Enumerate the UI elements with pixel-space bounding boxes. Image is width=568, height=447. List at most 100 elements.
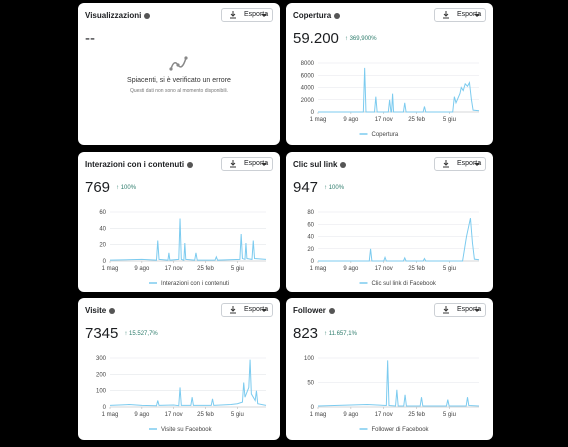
data-line: [318, 218, 480, 262]
y-tick-label: 8000: [301, 61, 315, 67]
legend-label: Copertura: [372, 132, 399, 138]
metric-card: Visualizzazioni Esporta -- Spiacenti, si è …: [78, 3, 280, 145]
change-text: 100%: [120, 185, 137, 191]
x-tick-label: 5 giu: [443, 117, 456, 123]
metric-value: 7345: [85, 325, 119, 342]
x-tick-label: 17 nov: [375, 412, 393, 418]
export-button[interactable]: Esporta: [221, 303, 273, 317]
y-tick-label: 300: [96, 356, 107, 362]
error-dot: [176, 63, 180, 67]
download-icon: [230, 11, 236, 19]
x-tick-label: 5 giu: [231, 412, 244, 418]
x-tick-label: 25 feb: [408, 117, 425, 123]
x-tick-label: 25 feb: [408, 266, 425, 272]
y-tick-label: 40: [307, 235, 314, 241]
export-label: Esporta: [457, 160, 482, 167]
download-icon: [443, 11, 449, 19]
x-tick-label: 25 feb: [197, 412, 214, 418]
card-title: Clic sul link: [293, 160, 347, 169]
x-tick-label: 5 giu: [443, 266, 456, 272]
metric-change: ↑ 11.657,1%: [324, 331, 357, 337]
error-dot: [169, 67, 173, 71]
x-tick-label: 1 mag: [102, 266, 119, 272]
export-button[interactable]: Esporta: [221, 8, 273, 22]
legend-label: Interazioni con i contenuti: [161, 281, 229, 287]
x-tick-label: 1 mag: [102, 412, 119, 418]
y-tick-label: 2000: [301, 98, 315, 104]
export-button[interactable]: Esporta: [434, 157, 486, 171]
download-icon: [443, 160, 449, 168]
caret-glyph: [261, 163, 267, 166]
metric-value: 947: [293, 179, 319, 196]
x-tick-label: 1 mag: [310, 412, 327, 418]
metric-change: ↑ 15.527,7%: [124, 331, 157, 337]
y-tick-label: 0: [311, 405, 315, 411]
y-tick-label: 20: [307, 247, 314, 253]
x-tick-label: 5 giu: [231, 266, 244, 272]
download-glyph: [230, 11, 236, 19]
info-icon: [144, 12, 151, 19]
chart: 0 20 40 60 80 1 mag 9 ago 17 nov 25 feb 5 giu Clic…: [307, 210, 480, 287]
export-button[interactable]: Esporta: [221, 157, 273, 171]
y-tick-label: 200: [96, 372, 107, 378]
card-title-text: Clic sul link: [293, 160, 338, 169]
card-title: Interazioni con i contenuti: [85, 160, 194, 169]
y-tick-label: 80: [307, 210, 314, 216]
export-label: Esporta: [244, 11, 269, 18]
x-tick-label: 17 nov: [165, 412, 183, 418]
export-label: Esporta: [457, 11, 482, 18]
y-tick-label: 60: [307, 222, 314, 228]
x-tick-label: 25 feb: [408, 412, 425, 418]
x-tick-label: 17 nov: [375, 266, 393, 272]
y-tick-label: 20: [99, 243, 106, 249]
error-text: Questi dati non sono al momento disponib…: [129, 88, 229, 94]
legend-label: Clic sul link di Facebook: [372, 281, 437, 287]
card-title: Visite: [85, 306, 116, 315]
y-tick-label: 100: [96, 389, 107, 395]
caret-icon: [474, 309, 480, 312]
y-tick-label: 0: [311, 259, 315, 265]
metric-card: Copertura Esporta 59.200 ↑ 369,900% 0 2000 400…: [286, 3, 493, 145]
caret-glyph: [474, 14, 480, 17]
error-title: Spiacenti, si è verificato un errore: [127, 77, 231, 84]
caret-glyph: [261, 14, 267, 17]
up-arrow: ↑: [124, 331, 130, 337]
y-tick-label: 0: [103, 405, 107, 411]
export-button[interactable]: Esporta: [434, 303, 486, 317]
caret-glyph: [474, 163, 480, 166]
metric-value: --: [85, 30, 95, 47]
x-tick-label: 5 giu: [443, 412, 456, 418]
up-arrow: ↑: [324, 185, 329, 191]
download-icon: [443, 306, 449, 314]
x-tick-label: 1 mag: [310, 117, 327, 123]
y-tick-label: 6000: [301, 73, 315, 79]
download-glyph: [443, 160, 449, 168]
metric-change: ↑ 100%: [116, 185, 136, 191]
error-icon: [169, 56, 188, 71]
download-glyph: [230, 160, 236, 168]
info-icon: [334, 12, 341, 19]
chart: 0 50 100 1 mag 9 ago 17 nov 25 feb 5 giu Followe…: [304, 356, 480, 433]
card-title: Follower: [293, 306, 335, 315]
download-glyph: [443, 306, 449, 314]
x-tick-label: 9 ago: [343, 117, 359, 123]
x-tick-label: 9 ago: [134, 412, 150, 418]
caret-icon: [261, 309, 267, 312]
caret-icon: [474, 14, 480, 17]
y-tick-label: 40: [99, 226, 106, 232]
card-title: Visualizzazioni: [85, 11, 151, 20]
metric-card: Follower Esporta 823 ↑ 11.657,1% 0 50 100 1 mag…: [286, 298, 493, 440]
change-text: 15.527,7%: [129, 331, 158, 337]
y-tick-label: 0: [103, 259, 107, 265]
data-line: [109, 218, 267, 261]
change-text: 11.657,1%: [328, 331, 357, 337]
export-button[interactable]: Esporta: [434, 8, 486, 22]
x-tick-label: 9 ago: [343, 266, 359, 272]
export-label: Esporta: [244, 160, 269, 167]
metric-value: 59.200: [293, 30, 339, 47]
up-arrow: ↑: [116, 185, 121, 191]
chart: 0 100 200 300 1 mag 9 ago 17 nov 25 feb 5 giu Vis…: [96, 356, 267, 433]
up-arrow: ↑: [344, 36, 350, 42]
download-glyph: [230, 306, 236, 314]
